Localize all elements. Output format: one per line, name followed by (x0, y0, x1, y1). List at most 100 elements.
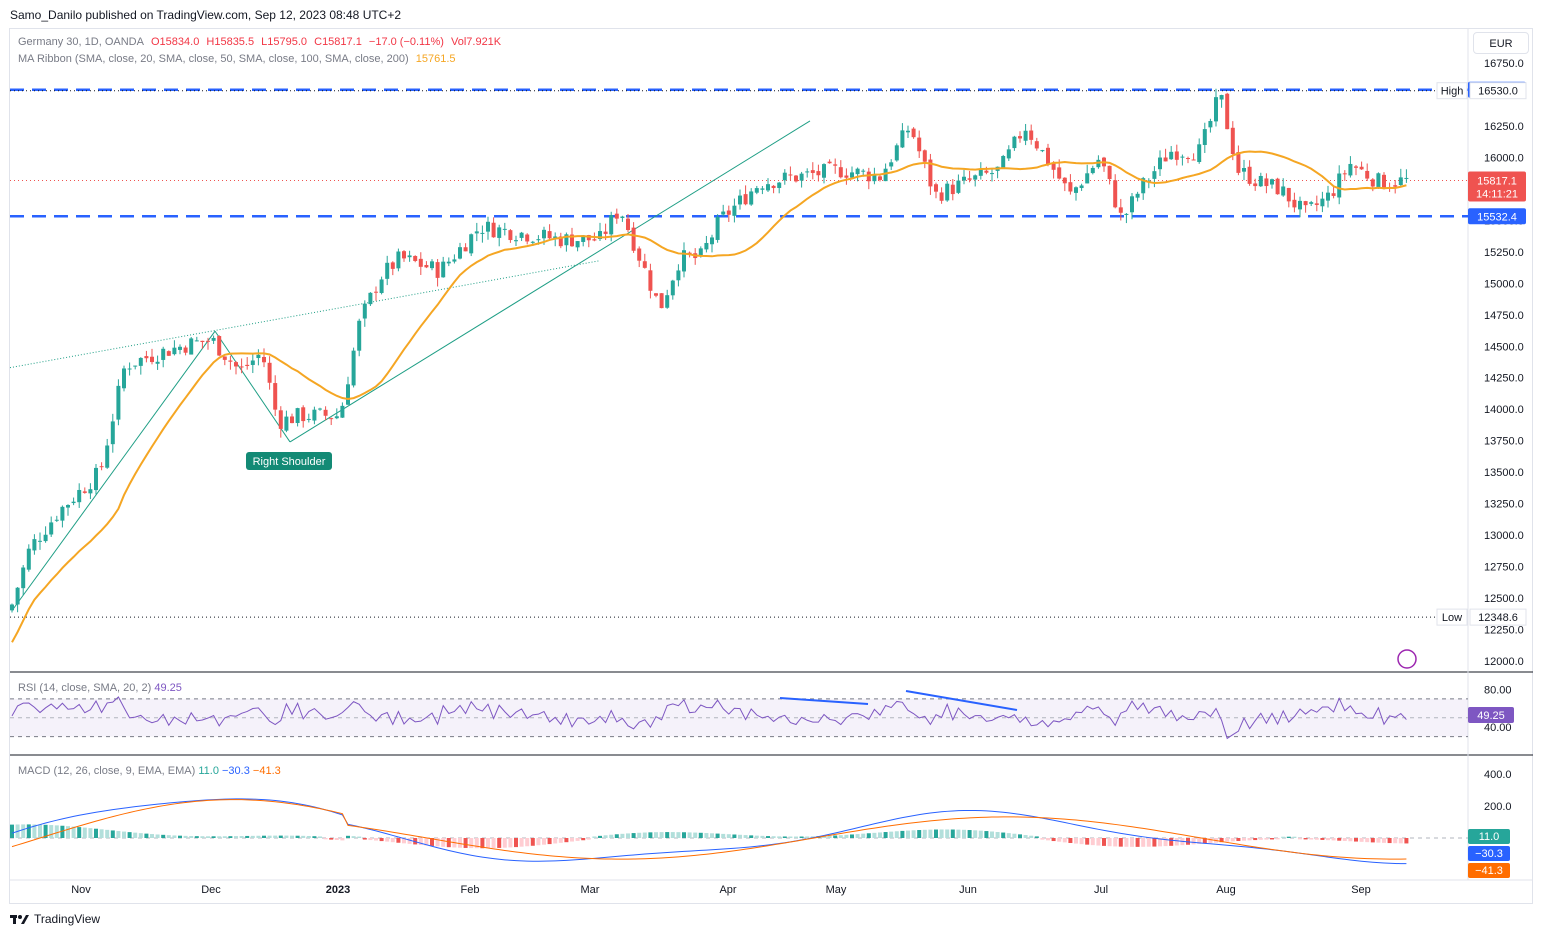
candle-body (592, 239, 597, 241)
candle-body (1258, 175, 1263, 187)
candle-body (155, 361, 160, 364)
macd-histogram-bar (60, 825, 65, 838)
macd-histogram-bar (1236, 838, 1241, 842)
macd-histogram-bar (228, 836, 233, 838)
price-tick-label: 16000.0 (1484, 152, 1524, 164)
candle-body (463, 247, 468, 252)
macd-histogram-bar (917, 830, 922, 838)
macd-histogram-bar (1242, 838, 1246, 841)
macd-histogram-bar (514, 838, 518, 848)
candle-body (122, 368, 126, 389)
macd-histogram-bar (648, 832, 653, 838)
legend-low: L15795.0 (261, 36, 308, 48)
candle-body (1242, 167, 1246, 172)
macd-histogram-bar (665, 832, 670, 838)
candle-body (928, 159, 933, 187)
trendline (11, 330, 216, 611)
macd-histogram-bar (760, 835, 765, 838)
macd-value-badge (1468, 846, 1510, 861)
candle-body (88, 489, 93, 494)
macd-histogram-bar (654, 832, 658, 838)
candle-body (1057, 167, 1062, 179)
macd-histogram-bar (1314, 838, 1319, 840)
macd-histogram-bar (844, 834, 849, 838)
low-tag-label: Low (1442, 612, 1462, 624)
macd-histogram-bar (491, 838, 496, 849)
macd-histogram-bar (1107, 838, 1112, 847)
candle-body (984, 170, 989, 173)
candle-body (418, 258, 423, 267)
candle-body (1034, 141, 1039, 149)
candle-body (262, 356, 266, 363)
candle-body (374, 291, 378, 293)
macd-histogram-bar (631, 833, 636, 838)
candle-body (631, 227, 636, 251)
macd-histogram-bar (71, 826, 76, 838)
macd-histogram-bar (351, 836, 356, 838)
candle-body (150, 356, 154, 363)
macd-value-label: 11.0 (1479, 831, 1500, 843)
candle-body (827, 161, 832, 164)
macd-histogram-bar (525, 838, 530, 847)
macd-histogram-bar (732, 834, 737, 838)
macd-histogram-bar (1382, 838, 1386, 843)
candle-body (256, 354, 261, 359)
macd-hist-value: 11.0 (198, 765, 219, 777)
candle-body (497, 227, 502, 238)
macd-histogram-bar (1348, 838, 1353, 842)
macd-histogram-bar (211, 836, 216, 838)
candle-body (1337, 173, 1342, 198)
macd-histogram-bar (1163, 838, 1168, 847)
candle-body (771, 185, 776, 189)
macd-histogram-bar (1320, 838, 1325, 840)
macd-histogram-bar (1309, 838, 1314, 840)
price-tick-label: 14000.0 (1484, 404, 1524, 416)
currency-button[interactable]: EUR (1473, 32, 1529, 54)
macd-histogram-bar (144, 833, 149, 838)
macd-histogram-bar (984, 831, 989, 838)
candle-body (206, 340, 210, 342)
candle-body (749, 191, 754, 205)
candle-body (1023, 130, 1028, 141)
candle-body (1281, 186, 1286, 196)
macd-histogram-bar (911, 830, 916, 838)
macd-histogram-bar (738, 834, 742, 838)
macd-histogram-bar (166, 835, 171, 838)
macd-histogram-bar (547, 838, 552, 845)
time-tick-label: Feb (461, 884, 480, 896)
macd-value-label: −30.3 (1475, 848, 1503, 860)
macd-histogram-bar (1006, 833, 1011, 838)
candle-body (306, 418, 311, 420)
macd-histogram-bar (721, 833, 726, 838)
high-tag-label: High (1441, 86, 1464, 98)
macd-histogram-bar (906, 830, 910, 838)
macd-histogram-bar (105, 829, 110, 838)
candle-body (911, 128, 916, 138)
macd-histogram-bar (49, 825, 54, 838)
candle-body (777, 182, 782, 188)
macd-histogram-bar (939, 829, 944, 838)
candle-body (402, 251, 406, 259)
price-tick-label: 15250.0 (1484, 247, 1524, 259)
candle-body (833, 164, 838, 166)
macd-histogram-bar (194, 836, 199, 838)
macd-label: MACD (12, 26, close, 9, EMA, EMA) (18, 765, 196, 777)
macd-histogram-bar (480, 838, 485, 849)
candle-body (222, 356, 227, 360)
price-tick-label: 12250.0 (1484, 625, 1524, 637)
macd-histogram-bar (239, 836, 244, 838)
macd-histogram-bar (1225, 838, 1230, 842)
macd-histogram-bar (1046, 838, 1050, 841)
candle-body (82, 491, 87, 493)
ma-ribbon-line (11, 150, 1407, 643)
macd-histogram-bar (1230, 838, 1235, 842)
macd-histogram-bar (570, 838, 574, 842)
candle-body (889, 162, 894, 167)
macd-line (11, 798, 1407, 865)
macd-histogram-bar (788, 836, 793, 838)
macd-histogram-bar (250, 835, 255, 838)
macd-histogram-bar (822, 835, 826, 838)
macd-histogram-bar (54, 825, 59, 838)
macd-histogram-bar (323, 838, 328, 840)
